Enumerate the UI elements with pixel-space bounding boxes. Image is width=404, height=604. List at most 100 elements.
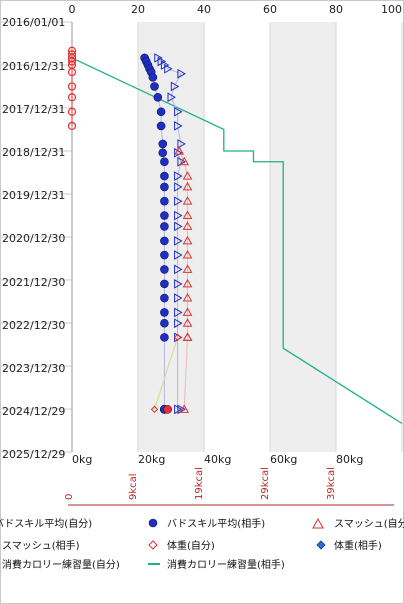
point-opp-skill [158, 139, 168, 149]
point-smash-self [174, 146, 185, 155]
top-tick-label: 80 [329, 3, 343, 16]
point-opp-skill [160, 279, 169, 289]
point-smash-opp [174, 264, 183, 275]
legend-label-weight-self: 体重(自分) [167, 539, 215, 552]
point-smash-self [182, 250, 193, 259]
series-line [154, 337, 179, 410]
legend-label-opp-skill: バドスキル平均(相手) [167, 517, 265, 530]
point-smash-opp [174, 106, 183, 117]
legend-marker-weight-opp [316, 540, 326, 550]
series-line [178, 150, 188, 410]
point-cal-self [67, 67, 77, 77]
point-opp-skill [153, 92, 163, 102]
point-smash-self [179, 156, 190, 166]
point-opp-skill [160, 211, 169, 220]
date-tick-label: 2025/12/29 [2, 448, 65, 461]
top-tick-label: 20 [131, 3, 145, 16]
shaded-band [270, 22, 336, 452]
point-opp-skill [160, 182, 169, 192]
point-smash-opp [177, 156, 186, 167]
series-line [157, 57, 182, 410]
date-tick-label: 2018/12/31 [2, 146, 65, 159]
date-tick-label: 2021/12/30 [2, 276, 65, 289]
kg-tick-label: 40kg [204, 453, 231, 466]
point-smash-self [182, 318, 193, 327]
point-smash-opp [174, 171, 183, 181]
point-smash-self [182, 171, 193, 180]
point-opp-skill [150, 82, 159, 91]
point-opp-skill [160, 236, 169, 246]
date-tick-label: 2017/12/31 [2, 103, 65, 116]
point-opp-skill [160, 308, 169, 317]
point-smash-opp [174, 210, 183, 221]
point-smash-opp [174, 121, 183, 131]
date-tick-label: 2022/12/30 [2, 319, 65, 332]
legend-label-cal-self: 消費カロリー練習量(自分) [2, 558, 120, 571]
point-opp-skill [156, 107, 166, 117]
point-smash-opp [177, 404, 186, 415]
point-weight-self [173, 333, 182, 342]
point-smash-opp [174, 250, 183, 260]
point-smash-opp [164, 63, 173, 74]
point-opp-skill [160, 333, 169, 342]
point-weight-opp [163, 405, 172, 414]
point-opp-skill [160, 293, 169, 303]
top-tick-label: 100 [381, 3, 402, 16]
point-smash-self [179, 404, 190, 413]
point-opp-skill [160, 250, 169, 260]
point-smash-opp [174, 307, 183, 318]
point-weight-self [150, 405, 159, 414]
point-smash-self [182, 278, 193, 288]
point-smash-opp [174, 196, 183, 207]
point-smash-opp [174, 182, 183, 192]
point-smash-self [182, 181, 193, 191]
calorie-axis: 0 9kcal 19kcal 29kcal 39kcal [64, 467, 394, 506]
kg-tick-label: 60kg [270, 453, 297, 466]
date-tick-label: 2023/12/30 [2, 362, 65, 375]
series-lines [71, 50, 403, 425]
point-smash-opp [174, 318, 183, 329]
date-tick-label: 2019/12/31 [2, 189, 65, 202]
top-tick-labels: 0 20 40 60 80 100 [69, 3, 403, 16]
shaded-bands [138, 22, 336, 452]
point-cal-self [67, 107, 77, 116]
kcal-tick-label: 39kcal [326, 467, 337, 500]
date-tick-labels: 2016/01/01 2016/12/31 2017/12/31 2018/12… [2, 16, 65, 461]
top-tick-label: 0 [69, 3, 76, 16]
legend-label-self-skill: バドスキル平均(自分) [0, 517, 92, 530]
top-tick-label: 40 [197, 3, 211, 16]
point-smash-self [182, 210, 193, 220]
legend-label-smash-self: スマッシュ(自分) [334, 517, 404, 530]
kg-tick-label: 20kg [138, 453, 165, 466]
legend-label-weight-opp: 体重(相手) [334, 539, 382, 552]
legend-label-cal-opp: 消費カロリー練習量(相手) [167, 558, 285, 571]
point-smash-opp [177, 139, 186, 149]
point-opp-skill [160, 265, 169, 274]
point-smash-self [182, 332, 193, 341]
point-smash-opp [174, 279, 183, 289]
point-cal-self [67, 82, 77, 91]
legend: バドスキル平均(自分) バドスキル平均(相手) スマッシュ(自分) スマッシュ(… [0, 517, 404, 571]
point-smash-self [182, 235, 193, 245]
point-opp-skill [160, 222, 169, 231]
point-opp-skill [160, 157, 169, 167]
point-opp-skill [148, 73, 158, 82]
date-tick-label: 2016/01/01 [2, 16, 65, 29]
point-smash-self [182, 307, 193, 316]
kg-tick-label: 80kg [336, 453, 363, 466]
legend-marker-weight-self [148, 540, 158, 550]
point-opp-skill [160, 171, 169, 181]
legend-label-smash-opp: スマッシュ(相手) [2, 539, 80, 552]
top-tick-label: 60 [263, 3, 277, 16]
kcal-tick-label: 9kcal [128, 473, 139, 500]
point-smash-opp [177, 68, 186, 79]
point-smash-opp [174, 147, 183, 158]
kcal-tick-label: 19kcal [194, 467, 205, 500]
series-line [71, 54, 403, 425]
kg-tick-labels: 0kg 20kg 40kg 60kg 80kg [72, 453, 363, 466]
point-smash-opp [174, 221, 183, 232]
point-smash-self [182, 293, 193, 302]
point-smash-opp [174, 236, 183, 246]
point-cal-self [67, 121, 77, 131]
point-cal-self [67, 57, 77, 66]
